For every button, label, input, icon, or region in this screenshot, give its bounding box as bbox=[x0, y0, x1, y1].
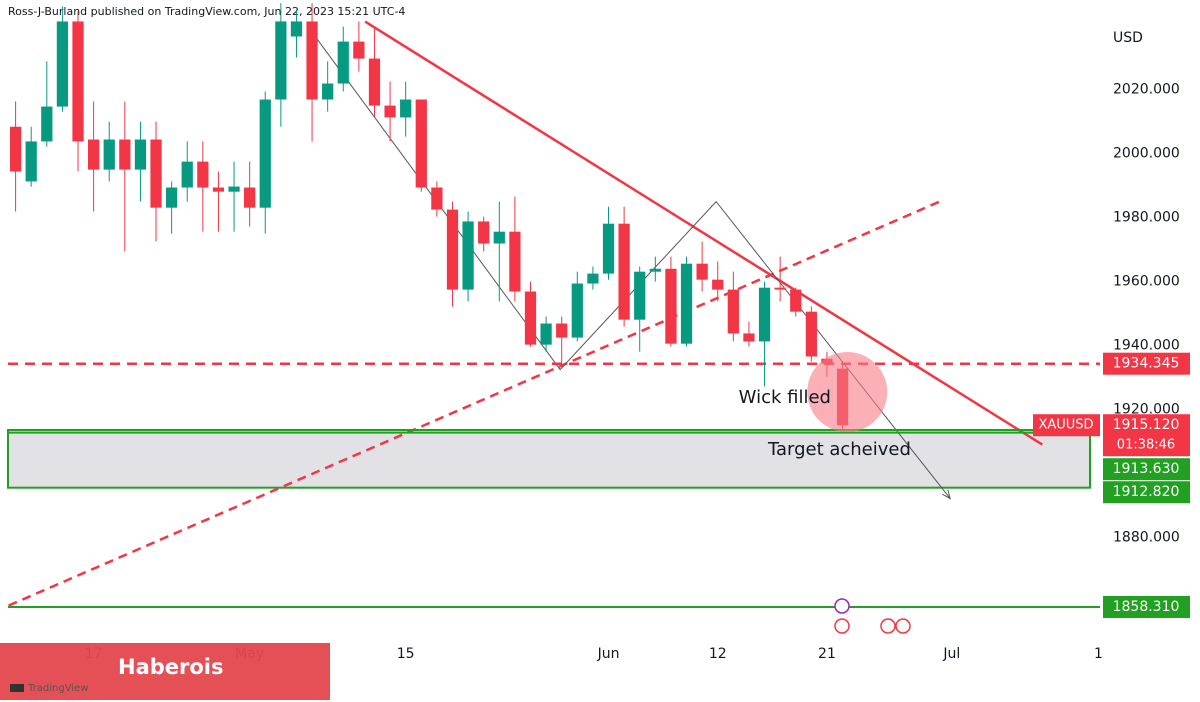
candle-body bbox=[556, 323, 568, 338]
candle-body bbox=[509, 231, 521, 292]
annotation: Target acheived bbox=[767, 439, 911, 460]
y-tick-label: 1880.000 bbox=[1113, 530, 1180, 546]
candle-body bbox=[353, 41, 365, 59]
candle-body bbox=[181, 161, 193, 188]
price-label-box bbox=[1103, 458, 1190, 481]
price-label: 1934.345 bbox=[1113, 356, 1180, 372]
candle-body bbox=[712, 279, 724, 290]
candle-body bbox=[41, 106, 53, 142]
candle-body bbox=[197, 161, 209, 188]
candle-body bbox=[212, 187, 225, 192]
candle-body bbox=[134, 139, 147, 170]
candle-body bbox=[634, 271, 646, 320]
candle-body bbox=[478, 221, 490, 244]
candle-body bbox=[774, 287, 786, 290]
last-price-label: 1915.120 bbox=[1113, 417, 1180, 433]
candle-body bbox=[166, 187, 178, 208]
candle-body bbox=[758, 287, 771, 342]
watermark: Haberois bbox=[118, 655, 224, 679]
candle-body bbox=[72, 21, 84, 142]
candle-body bbox=[540, 323, 552, 345]
candle-body bbox=[587, 273, 599, 284]
candle-body bbox=[415, 99, 427, 188]
y-tick-label: 2000.000 bbox=[1113, 146, 1180, 162]
candle-body bbox=[337, 41, 349, 84]
trendline bbox=[8, 198, 945, 607]
x-tick-label: 15 bbox=[397, 646, 415, 662]
candle-body bbox=[790, 289, 802, 312]
price-label-box bbox=[1103, 596, 1190, 619]
candle-body bbox=[524, 291, 537, 345]
currency: USD bbox=[1113, 30, 1143, 46]
y-tick-label: 2020.000 bbox=[1113, 82, 1180, 98]
candle-body bbox=[727, 289, 739, 334]
watermark-box bbox=[0, 643, 330, 700]
x-tick-label: Jul bbox=[942, 646, 960, 662]
event-icon bbox=[880, 618, 896, 634]
candle-body bbox=[275, 21, 287, 100]
candle-body bbox=[431, 187, 443, 210]
event-icon bbox=[834, 598, 850, 614]
countdown: 01:38:46 bbox=[1117, 438, 1175, 453]
candle-body bbox=[150, 139, 162, 208]
candle-body bbox=[384, 105, 396, 118]
symbol-label: XAUUSD bbox=[1038, 418, 1093, 433]
candle-body bbox=[103, 139, 115, 170]
x-tick-label: Jun bbox=[597, 646, 620, 662]
candle-body bbox=[680, 263, 693, 344]
candle-body bbox=[9, 126, 22, 172]
candle-body bbox=[805, 311, 817, 357]
y-tick-label: 1980.000 bbox=[1113, 210, 1180, 226]
y-tick-label: 1920.000 bbox=[1113, 402, 1180, 418]
candle-body bbox=[571, 283, 583, 338]
candle-body bbox=[25, 141, 37, 182]
target-zone bbox=[7, 428, 1091, 489]
logo-mark bbox=[10, 684, 24, 692]
candle-body bbox=[228, 186, 240, 192]
event-icon bbox=[895, 618, 911, 634]
y-tick-label: 1940.000 bbox=[1113, 338, 1180, 354]
x-tick-label: 21 bbox=[818, 646, 836, 662]
price-label: 1913.630 bbox=[1113, 461, 1180, 477]
candle-body bbox=[56, 21, 69, 107]
candle-body bbox=[306, 21, 318, 100]
price-label: 1912.820 bbox=[1113, 484, 1180, 500]
candle-body bbox=[400, 99, 412, 118]
candle-body bbox=[649, 268, 661, 272]
x-tick-label: 12 bbox=[709, 646, 727, 662]
candle-body bbox=[119, 139, 131, 170]
arrow-head bbox=[942, 489, 952, 500]
header: Ross-J-Burland published on TradingView.… bbox=[8, 5, 405, 18]
price-label-box bbox=[1103, 481, 1190, 504]
candle-body bbox=[88, 139, 100, 170]
candle-body bbox=[602, 223, 615, 274]
candle-body bbox=[462, 221, 474, 290]
x-tick-label: 1 bbox=[1094, 646, 1103, 662]
logo: TradingView bbox=[27, 683, 88, 694]
candle-body bbox=[259, 99, 271, 208]
candle-body bbox=[446, 209, 459, 290]
last-price-box bbox=[1103, 414, 1190, 457]
annotation: Wick filled bbox=[739, 387, 831, 408]
candle-body bbox=[665, 268, 677, 344]
highlight-circle bbox=[807, 352, 888, 432]
trendline bbox=[364, 20, 1043, 446]
price-label: 1858.310 bbox=[1113, 599, 1180, 615]
candle-body bbox=[290, 21, 303, 37]
event-icon bbox=[834, 618, 850, 634]
y-tick-label: 1960.000 bbox=[1113, 274, 1180, 290]
symbol-box bbox=[1033, 414, 1100, 437]
candle-body bbox=[743, 333, 755, 342]
candle-body bbox=[696, 263, 708, 280]
candle-body bbox=[244, 187, 256, 208]
candle-body bbox=[618, 223, 630, 320]
candle-body bbox=[322, 83, 334, 100]
candle-body bbox=[493, 231, 505, 244]
candle-body bbox=[368, 58, 381, 106]
price-label-box bbox=[1103, 352, 1190, 375]
